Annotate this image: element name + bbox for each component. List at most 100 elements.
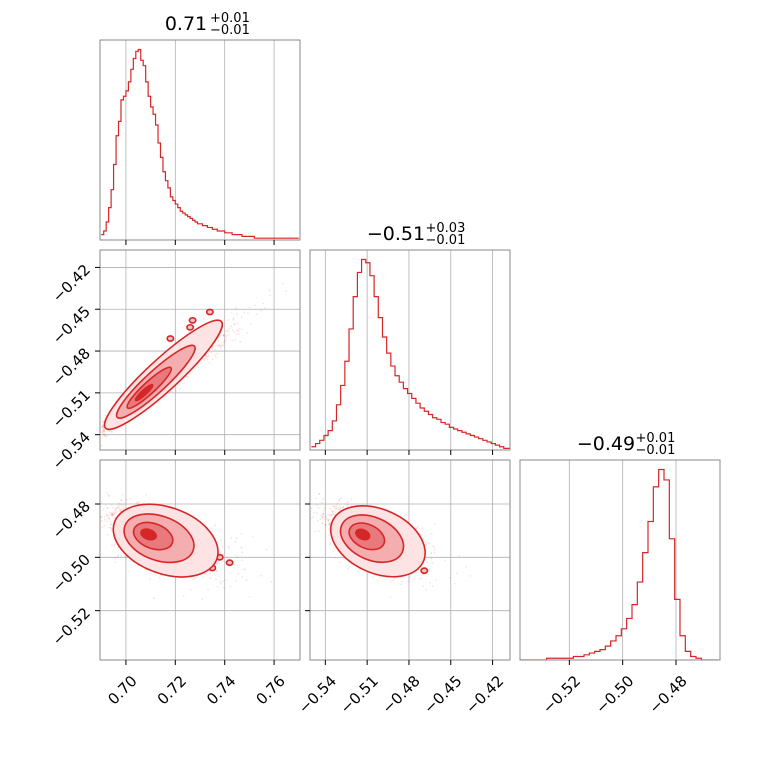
sample-point bbox=[193, 577, 196, 580]
sample-point bbox=[215, 570, 218, 573]
pair-panel-0-2-island-1 bbox=[225, 559, 234, 567]
sample-point bbox=[109, 514, 112, 516]
sample-point bbox=[185, 375, 188, 378]
sample-point bbox=[220, 345, 223, 347]
sample-point bbox=[218, 562, 221, 564]
sample-point bbox=[149, 573, 152, 575]
sample-point bbox=[216, 344, 219, 347]
sample-point bbox=[332, 513, 335, 516]
sample-point bbox=[430, 551, 433, 554]
pair-panel-0-1-island-3 bbox=[205, 308, 214, 316]
corner-plot-titles: 0.71 +0.01−0.01−0.51 +0.03−0.01−0.49 +0.01−… bbox=[165, 11, 676, 458]
sample-point bbox=[111, 511, 113, 514]
x-tick-label-2-1: −0.50 bbox=[592, 672, 637, 717]
pair-panel-0-2-frame bbox=[99, 459, 301, 661]
sample-point bbox=[322, 512, 325, 515]
sample-point bbox=[270, 581, 273, 584]
sample-point bbox=[77, 458, 79, 460]
sample-point bbox=[422, 537, 424, 540]
sample-point bbox=[242, 568, 245, 571]
sample-point bbox=[426, 541, 429, 544]
sample-point bbox=[96, 429, 98, 431]
sample-point bbox=[103, 435, 106, 438]
param-title-plus-error: +0.03 bbox=[426, 221, 466, 236]
sample-point bbox=[96, 442, 98, 444]
sample-point bbox=[325, 516, 328, 519]
sample-point bbox=[320, 514, 323, 517]
sample-point bbox=[239, 546, 242, 548]
pair-panel-1-2 bbox=[303, 460, 510, 660]
sample-point bbox=[112, 512, 115, 515]
sample-point bbox=[111, 514, 114, 517]
sample-point bbox=[233, 323, 236, 326]
sample-point bbox=[324, 524, 327, 527]
sample-point bbox=[103, 428, 105, 431]
sample-point bbox=[94, 439, 96, 441]
sample-point bbox=[339, 507, 342, 509]
sample-point bbox=[240, 328, 243, 331]
sample-point bbox=[214, 354, 216, 357]
sample-point bbox=[234, 540, 237, 543]
sample-point bbox=[114, 557, 117, 559]
sample-point bbox=[318, 530, 320, 532]
sample-point bbox=[248, 306, 251, 309]
sample-point bbox=[227, 330, 229, 333]
sample-point bbox=[208, 361, 211, 364]
sample-point bbox=[202, 318, 205, 320]
sample-point bbox=[342, 506, 345, 509]
sample-point bbox=[232, 317, 235, 320]
param-title-plus-error: +0.01 bbox=[636, 431, 676, 446]
sample-point bbox=[333, 549, 335, 552]
sample-point bbox=[356, 570, 359, 573]
sample-point bbox=[430, 532, 433, 535]
sample-point bbox=[465, 565, 468, 568]
sample-point bbox=[322, 513, 325, 516]
sample-point bbox=[247, 312, 249, 315]
pair-panel-0-1-island-0 bbox=[188, 316, 197, 324]
sample-point bbox=[456, 572, 458, 575]
sample-point bbox=[202, 576, 205, 579]
sample-point bbox=[105, 513, 108, 516]
sample-point bbox=[203, 358, 206, 360]
param-title-minus-error: −0.01 bbox=[210, 23, 250, 38]
sample-point bbox=[93, 443, 95, 445]
sample-point bbox=[319, 518, 322, 521]
sample-point bbox=[120, 508, 123, 510]
sample-point bbox=[303, 475, 305, 477]
sample-point bbox=[315, 497, 318, 500]
sample-point bbox=[160, 574, 163, 577]
sample-point bbox=[335, 507, 338, 510]
sample-point bbox=[205, 356, 208, 359]
sample-point bbox=[204, 357, 207, 359]
sample-point bbox=[204, 524, 207, 526]
sample-point bbox=[433, 552, 436, 554]
sample-point bbox=[244, 568, 246, 571]
sample-point bbox=[214, 348, 217, 351]
sample-point bbox=[222, 586, 225, 589]
sample-point bbox=[219, 529, 222, 532]
sample-point bbox=[327, 522, 330, 525]
sample-point bbox=[337, 509, 340, 511]
sample-point bbox=[222, 334, 225, 337]
sample-point bbox=[109, 526, 112, 529]
sample-point bbox=[122, 508, 124, 510]
sample-point bbox=[428, 542, 431, 545]
sample-point bbox=[113, 512, 116, 515]
sample-point bbox=[116, 555, 119, 558]
sample-point bbox=[224, 338, 227, 341]
sample-point bbox=[204, 573, 207, 576]
sample-point bbox=[110, 523, 113, 526]
sample-point bbox=[415, 527, 418, 530]
sample-point bbox=[226, 558, 228, 561]
sample-point bbox=[234, 579, 237, 582]
sample-point bbox=[110, 514, 113, 516]
sample-point bbox=[211, 345, 214, 348]
sample-point bbox=[223, 340, 226, 343]
sample-point bbox=[206, 358, 209, 361]
sample-point bbox=[97, 445, 99, 447]
sample-point bbox=[327, 519, 330, 521]
sample-point bbox=[328, 513, 331, 516]
sample-point bbox=[329, 521, 332, 524]
sample-point bbox=[196, 576, 198, 579]
sample-point bbox=[113, 517, 116, 520]
